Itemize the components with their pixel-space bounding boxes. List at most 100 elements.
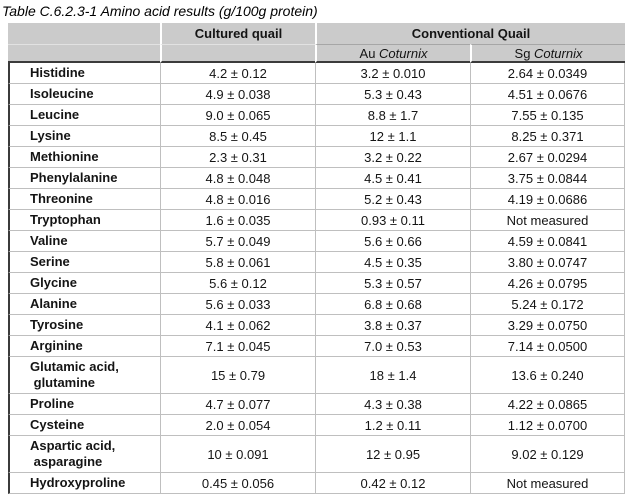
table-row: Valine 5.7 ± 0.049 5.6 ± 0.66 4.59 ± 0.0… [8,231,625,252]
table-caption: Table C.6.2.3-1 Amino acid results (g/10… [2,3,318,19]
sg-coturnix-value-cell: 7.14 ± 0.0500 [470,336,625,357]
au-coturnix-value-cell: 12 ± 0.95 [315,436,470,473]
cultured-quail-value-cell: 0.45 ± 0.056 [160,473,315,494]
cultured-quail-value-cell: 2.0 ± 0.054 [160,415,315,436]
au-coturnix-value-cell: 4.5 ± 0.41 [315,168,470,189]
table-row: Proline 4.7 ± 0.077 4.3 ± 0.38 4.22 ± 0.… [8,394,625,415]
sg-coturnix-value-cell: 4.26 ± 0.0795 [470,273,625,294]
amino-acid-table: Cultured quail Conventional Quail Au Cot… [8,23,625,494]
sg-coturnix-value-cell: 4.51 ± 0.0676 [470,84,625,105]
sg-coturnix-value-cell: 3.29 ± 0.0750 [470,315,625,336]
cultured-quail-value-cell: 7.1 ± 0.045 [160,336,315,357]
sg-coturnix-value-cell: 3.75 ± 0.0844 [470,168,625,189]
table-row: Aspartic acid, asparagine 10 ± 0.091 12 … [8,436,625,473]
cultured-quail-value-cell: 9.0 ± 0.065 [160,105,315,126]
au-coturnix-value-cell: 3.2 ± 0.010 [315,63,470,84]
header-cell-blank [8,23,160,44]
table-row: Tyrosine 4.1 ± 0.062 3.8 ± 0.37 3.29 ± 0… [8,315,625,336]
cultured-quail-value-cell: 10 ± 0.091 [160,436,315,473]
amino-acid-name-cell: Tryptophan [8,210,160,231]
table-row: Isoleucine 4.9 ± 0.038 5.3 ± 0.43 4.51 ±… [8,84,625,105]
cultured-quail-value-cell: 4.8 ± 0.016 [160,189,315,210]
amino-acid-name-cell: Threonine [8,189,160,210]
au-coturnix-value-cell: 5.6 ± 0.66 [315,231,470,252]
amino-acid-name-cell: Histidine [8,63,160,84]
au-coturnix-value-cell: 3.8 ± 0.37 [315,315,470,336]
au-coturnix-value-cell: 5.2 ± 0.43 [315,189,470,210]
cultured-quail-value-cell: 4.8 ± 0.048 [160,168,315,189]
au-coturnix-value-cell: 18 ± 1.4 [315,357,470,394]
cultured-quail-value-cell: 4.2 ± 0.12 [160,63,315,84]
au-coturnix-value-cell: 3.2 ± 0.22 [315,147,470,168]
cultured-quail-value-cell: 5.6 ± 0.033 [160,294,315,315]
sg-coturnix-value-cell: 5.24 ± 0.172 [470,294,625,315]
table-row: Methionine 2.3 ± 0.31 3.2 ± 0.22 2.67 ± … [8,147,625,168]
header-row-groups: Cultured quail Conventional Quail [8,23,625,44]
amino-acid-name-cell: Glycine [8,273,160,294]
au-coturnix-value-cell: 0.42 ± 0.12 [315,473,470,494]
table-row: Leucine 9.0 ± 0.065 8.8 ± 1.7 7.55 ± 0.1… [8,105,625,126]
cultured-quail-value-cell: 5.7 ± 0.049 [160,231,315,252]
au-coturnix-value-cell: 4.5 ± 0.35 [315,252,470,273]
sg-coturnix-value-cell: 1.12 ± 0.0700 [470,415,625,436]
au-coturnix-value-cell: 12 ± 1.1 [315,126,470,147]
table-row: Histidine 4.2 ± 0.12 3.2 ± 0.010 2.64 ± … [8,63,625,84]
amino-acid-name-cell: Methionine [8,147,160,168]
cultured-quail-value-cell: 4.1 ± 0.062 [160,315,315,336]
amino-acid-name-cell: Tyrosine [8,315,160,336]
amino-acid-name-cell: Hydroxyproline [8,473,160,494]
au-coturnix-value-cell: 5.3 ± 0.57 [315,273,470,294]
table-row: Lysine 8.5 ± 0.45 12 ± 1.1 8.25 ± 0.371 [8,126,625,147]
cultured-quail-value-cell: 15 ± 0.79 [160,357,315,394]
sg-coturnix-value-cell: 4.22 ± 0.0865 [470,394,625,415]
subheader-cell-blank [8,44,160,63]
au-label-species: Coturnix [379,45,428,61]
sg-coturnix-value-cell: 2.67 ± 0.0294 [470,147,625,168]
cultured-quail-value-cell: 8.5 ± 0.45 [160,126,315,147]
table-row: Cysteine 2.0 ± 0.054 1.2 ± 0.11 1.12 ± 0… [8,415,625,436]
table-row: Alanine 5.6 ± 0.033 6.8 ± 0.68 5.24 ± 0.… [8,294,625,315]
cultured-quail-value-cell: 5.6 ± 0.12 [160,273,315,294]
subheader-cell-sg-coturnix: Sg Coturnix [470,44,625,63]
cultured-quail-value-cell: 1.6 ± 0.035 [160,210,315,231]
amino-acid-name-cell: Alanine [8,294,160,315]
sg-coturnix-value-cell: 3.80 ± 0.0747 [470,252,625,273]
amino-acid-name-cell: Valine [8,231,160,252]
header-cell-cultured-quail: Cultured quail [160,23,315,44]
table-row: Phenylalanine 4.8 ± 0.048 4.5 ± 0.41 3.7… [8,168,625,189]
header-row-subcolumns: Au Coturnix Sg Coturnix [8,44,625,63]
header-cell-conventional-quail: Conventional Quail [315,23,625,44]
amino-acid-name-cell: Aspartic acid, asparagine [8,436,160,473]
subheader-cell-blank [160,44,315,63]
sg-coturnix-value-cell: 8.25 ± 0.371 [470,126,625,147]
sg-coturnix-value-cell: 13.6 ± 0.240 [470,357,625,394]
amino-acid-name-cell: Serine [8,252,160,273]
table-row: Tryptophan 1.6 ± 0.035 0.93 ± 0.11 Not m… [8,210,625,231]
sg-coturnix-value-cell: 7.55 ± 0.135 [470,105,625,126]
sg-coturnix-value-cell: 4.19 ± 0.0686 [470,189,625,210]
sg-label-species: Coturnix [534,45,583,61]
amino-acid-name-cell: Leucine [8,105,160,126]
table-row: Serine 5.8 ± 0.061 4.5 ± 0.35 3.80 ± 0.0… [8,252,625,273]
amino-acid-name-cell: Cysteine [8,415,160,436]
amino-acid-name-cell: Arginine [8,336,160,357]
table-header: Cultured quail Conventional Quail Au Cot… [8,23,625,63]
au-coturnix-value-cell: 5.3 ± 0.43 [315,84,470,105]
sg-coturnix-value-cell: Not measured [470,210,625,231]
au-coturnix-value-cell: 4.3 ± 0.38 [315,394,470,415]
cultured-quail-value-cell: 4.9 ± 0.038 [160,84,315,105]
sg-coturnix-value-cell: Not measured [470,473,625,494]
subheader-cell-au-coturnix: Au Coturnix [315,44,470,63]
table-row: Threonine 4.8 ± 0.016 5.2 ± 0.43 4.19 ± … [8,189,625,210]
sg-label-prefix: Sg [514,45,535,61]
amino-acid-name-cell: Isoleucine [8,84,160,105]
au-coturnix-value-cell: 8.8 ± 1.7 [315,105,470,126]
table-body: Histidine 4.2 ± 0.12 3.2 ± 0.010 2.64 ± … [8,63,625,494]
cultured-quail-value-cell: 5.8 ± 0.061 [160,252,315,273]
au-coturnix-value-cell: 7.0 ± 0.53 [315,336,470,357]
amino-acid-name-cell: Glutamic acid, glutamine [8,357,160,394]
sg-coturnix-value-cell: 4.59 ± 0.0841 [470,231,625,252]
cultured-quail-value-cell: 4.7 ± 0.077 [160,394,315,415]
au-coturnix-value-cell: 1.2 ± 0.11 [315,415,470,436]
